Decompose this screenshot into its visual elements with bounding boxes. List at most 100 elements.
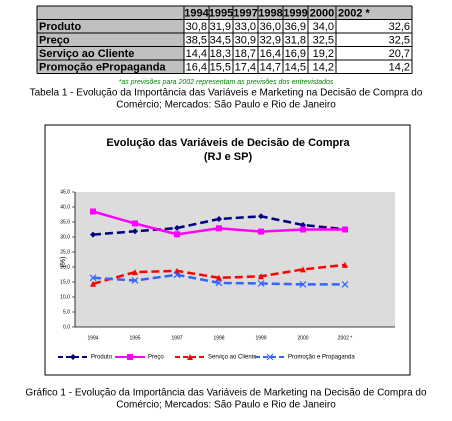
x-tick-label: 2002 * [338, 335, 353, 341]
y-tick-label: 10,0 [60, 294, 70, 300]
data-point [132, 220, 138, 227]
table-caption: Comércio; Mercados: São Paulo e Rio de J… [116, 100, 336, 111]
data-point [216, 216, 222, 222]
table-cell: 34,5 [210, 35, 231, 47]
data-point [173, 271, 181, 279]
legend-marker [266, 353, 274, 361]
table-cell: 32,5 [313, 35, 334, 47]
data-point [216, 274, 222, 281]
table-row-label: Preço [39, 35, 70, 47]
table-header-year: 1999 [283, 8, 307, 20]
table-row-label: Promoção ePropaganda [39, 62, 166, 74]
table-cell: 34,0 [313, 21, 334, 33]
y-tick-label: 45,0 [60, 189, 70, 195]
data-point [131, 277, 139, 284]
table-label-bg [37, 6, 184, 74]
table-cell: 36,9 [285, 21, 306, 33]
table-cell: 32,9 [260, 35, 281, 47]
legend-label: Promoção e Propaganda [288, 355, 355, 361]
x-tick-label: 1997 [171, 335, 182, 341]
plot-area [75, 192, 395, 327]
chart-subtitle: (RJ e SP) [204, 151, 253, 163]
table-row-label: Serviço ao Cliente [39, 48, 134, 60]
table-cell: 15,5 [210, 62, 231, 74]
table-cell: 16,4 [186, 62, 207, 74]
y-tick-label: 35,0 [60, 219, 70, 225]
chart-caption: Gráfico 1 - Evolução da Importância das … [25, 388, 427, 399]
x-tick-label: 2000 [297, 335, 308, 341]
data-point [89, 274, 97, 282]
table-note: *as previsões para 2002 representam as p… [119, 79, 334, 86]
table-header-year: 1997 [233, 8, 257, 20]
data-point [215, 279, 223, 287]
data-point [258, 213, 264, 220]
y-tick-label: 20,0 [60, 264, 70, 270]
table-header-year: 1995 [209, 8, 233, 20]
table-cell: 17,4 [235, 62, 256, 74]
legend-marker [127, 354, 133, 360]
data-point [258, 273, 264, 280]
table-cell: 14,2 [389, 62, 410, 74]
table-cell: 14,2 [313, 62, 334, 74]
table-cell: 31,8 [285, 35, 306, 47]
table-cell: 38,5 [186, 35, 207, 47]
chart-title: Evolução das Variáveis de Decisão de Com… [106, 137, 350, 149]
legend-label: Produto [91, 355, 113, 361]
data-point [341, 280, 349, 288]
table-cell: 19,2 [313, 48, 334, 60]
table-cell: 30,9 [235, 35, 256, 47]
table-header-year: 1994 [184, 8, 209, 20]
y-tick-label: 30,0 [60, 234, 70, 240]
data-point [90, 231, 96, 238]
x-tick-label: 1994 [87, 335, 98, 341]
data-point [90, 208, 96, 215]
chart-caption: Comércio; Mercados: São Paulo e Rio de J… [116, 400, 336, 411]
data-point [174, 231, 180, 238]
data-point [258, 228, 264, 235]
table-cell: 32,5 [389, 35, 410, 47]
data-point [132, 228, 138, 235]
data-point [300, 226, 306, 233]
data-point [257, 280, 265, 287]
legend-label: Preço [148, 355, 164, 361]
data-point [132, 269, 138, 276]
table-cell: 18,7 [235, 48, 256, 60]
table-header-year: 1998 [258, 8, 282, 20]
table-cell: 20,7 [389, 48, 410, 60]
legend-label: Serviço ao Cliente [208, 355, 257, 361]
data-point [174, 225, 180, 231]
data-point [90, 280, 96, 287]
data-point [216, 225, 222, 232]
table-row-label: Produto [39, 21, 81, 33]
y-axis-label: (%) [60, 257, 67, 268]
table-cell: 14,5 [285, 62, 306, 74]
table-header-label: Produto [39, 8, 81, 20]
x-tick-label: 1995 [129, 335, 140, 341]
legend-marker [70, 354, 76, 360]
table-header-year: 2000 [310, 8, 334, 20]
table-cell: 31,9 [210, 21, 231, 33]
data-point [342, 261, 348, 268]
table-cell: 14,7 [260, 62, 281, 74]
table-cell: 14,4 [186, 48, 207, 60]
table-cell: 18,3 [210, 48, 231, 60]
table-cell: 33,0 [235, 21, 256, 33]
y-tick-label: 25,0 [60, 249, 70, 255]
y-tick-label: 40,0 [60, 204, 70, 210]
data-point [299, 280, 307, 288]
legend-marker [187, 354, 193, 360]
table-cell: 32,6 [389, 21, 410, 33]
table-cell: 16,9 [285, 48, 306, 60]
y-tick-label: 15,0 [60, 279, 70, 285]
data-point [342, 226, 348, 233]
table-header-year: 2002 * [338, 8, 371, 20]
x-tick-label: 1999 [255, 335, 266, 341]
data-point [174, 267, 180, 274]
table-caption: Tabela 1 - Evolução da Importância das V… [30, 88, 423, 99]
y-tick-label: 5,0 [63, 309, 70, 315]
table-cell: 36,0 [260, 21, 281, 33]
y-tick-label: 0,0 [63, 324, 70, 330]
table-cell: 16,4 [260, 48, 281, 60]
